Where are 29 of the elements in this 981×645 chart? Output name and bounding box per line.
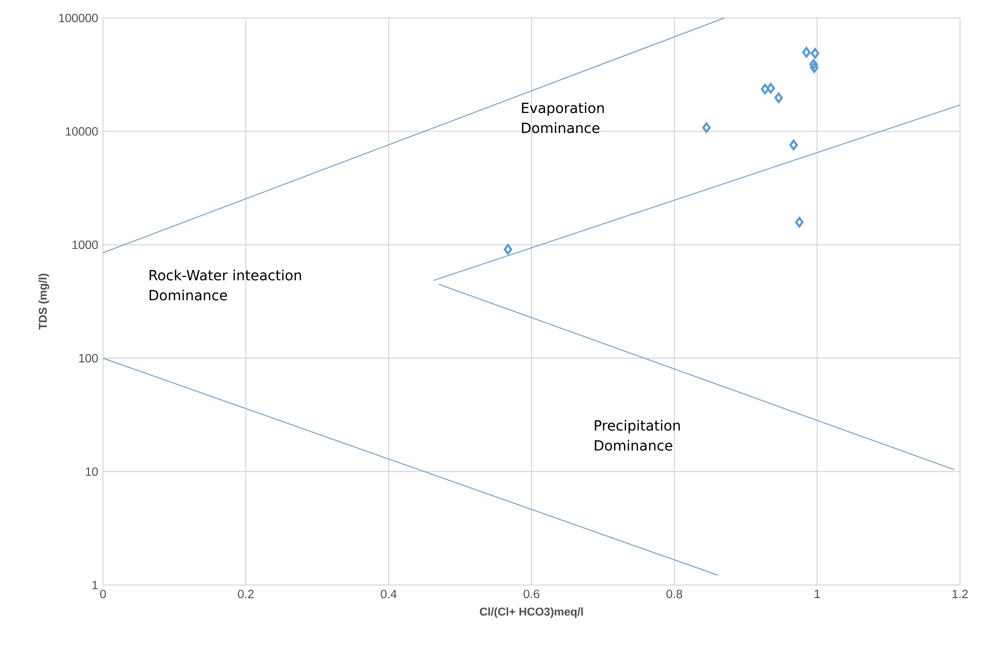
y-tick-label: 10000 (66, 127, 98, 136)
point (504, 244, 512, 255)
x-tick-label: 0.8 (666, 590, 682, 598)
y-tick-label: 1000 (72, 240, 98, 250)
x-tick-label: 0.6 (524, 590, 540, 598)
point (810, 48, 820, 59)
point (774, 92, 783, 104)
annotation: Precipitation Dominance (594, 420, 680, 451)
x-tick-label: 0.4 (380, 590, 397, 598)
y-tick-label: 10 (86, 467, 98, 476)
x-tick-label: 1 (814, 590, 820, 598)
x-axis-title: Cl/(Cl+ HCO3)meq/l (480, 607, 583, 618)
point (810, 62, 819, 73)
y-tick-label: 100000 (59, 14, 98, 22)
point (795, 216, 804, 228)
x-tick-label: 0.2 (238, 590, 254, 598)
annotation: Evaporation Dominance (522, 102, 604, 134)
point (766, 82, 776, 94)
point (802, 46, 811, 58)
x-tick-label: 1.2 (952, 590, 968, 598)
y-tick-label: 100 (79, 354, 98, 362)
annotation: Rock-Water inteaction Dominance (150, 270, 302, 300)
y-tick-label: 1 (92, 580, 98, 590)
point (809, 59, 818, 70)
point (702, 122, 711, 133)
point (789, 140, 798, 150)
x-tick-label: 0 (100, 590, 106, 598)
y-axis-title: TDS (mg/l) (38, 274, 50, 330)
point (760, 84, 770, 94)
